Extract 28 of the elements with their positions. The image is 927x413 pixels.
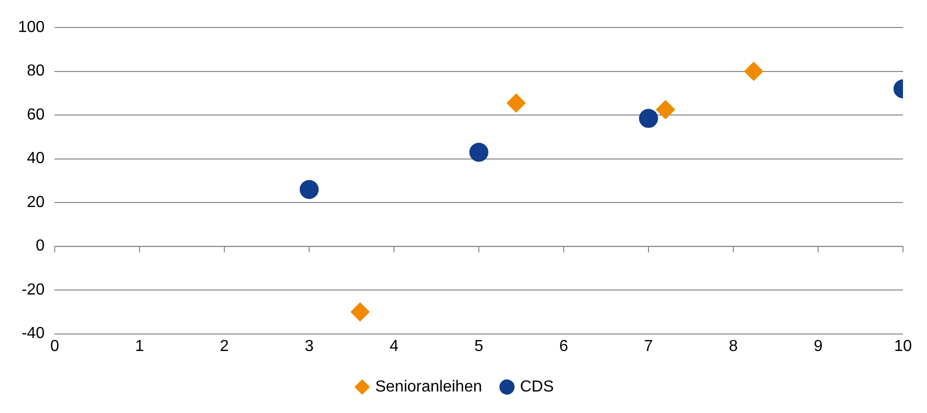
point: [350, 302, 370, 322]
legend-label: CDS: [520, 378, 554, 396]
point: [300, 180, 319, 199]
x-tick-label: 9: [814, 338, 823, 355]
y-tick-label: 20: [26, 194, 45, 211]
x-tick-label: 10: [894, 338, 912, 355]
x-tick-label: 5: [474, 338, 484, 355]
x-tick-label: 4: [390, 338, 399, 355]
x-tick-label: 0: [50, 338, 60, 355]
point: [469, 142, 488, 162]
y-tick-label: 0: [36, 238, 45, 255]
y-tick-label: 100: [18, 19, 45, 36]
x-tick-label: 7: [644, 338, 654, 355]
point: [639, 108, 658, 128]
legend-label: Senioranleihen: [375, 378, 482, 396]
y-tick-label: 80: [26, 62, 45, 80]
point: [744, 62, 764, 81]
x-tick-label: 1: [135, 338, 144, 355]
x-tick-label: 2: [220, 338, 229, 355]
y-tick-label: -40: [22, 325, 45, 342]
y-tick-label: 60: [26, 106, 45, 124]
x-tick-label: 3: [304, 338, 314, 355]
point: [506, 94, 526, 113]
point: [656, 100, 675, 120]
y-tick-label: 40: [26, 150, 45, 168]
x-tick-label: 8: [728, 338, 738, 355]
y-tick-label: -20: [22, 281, 45, 298]
x-tick-label: 6: [559, 338, 568, 355]
